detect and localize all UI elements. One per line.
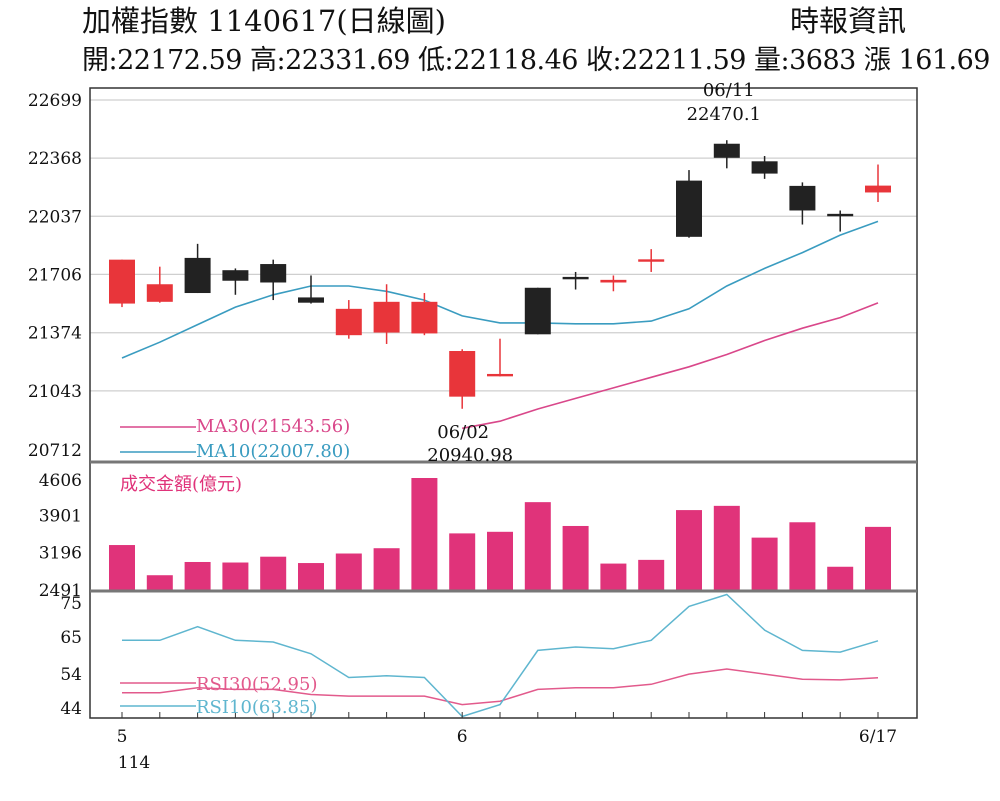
candle-body bbox=[184, 257, 211, 294]
chart-title: 加權指數 1140617(日線圖) bbox=[82, 4, 447, 38]
ma10-legend-label: MA10(22007.80) bbox=[196, 441, 350, 462]
candle-body bbox=[411, 301, 438, 334]
volume-bar bbox=[487, 531, 513, 591]
ma10-line bbox=[121, 220, 879, 359]
price-tick-label: 22037 bbox=[28, 207, 82, 227]
candle-body bbox=[298, 297, 324, 303]
volume-tick-label: 4606 bbox=[39, 471, 82, 491]
volume-bar bbox=[449, 533, 476, 591]
axis-labels: 22699 22368 22037 21706 21374 21043 20712 4606 3… bbox=[28, 80, 897, 773]
high-annotation-value: 22470.1 bbox=[687, 104, 761, 125]
price-tick-label: 21706 bbox=[28, 265, 82, 285]
volume-panel-label: 成交金額(億元) bbox=[120, 474, 242, 495]
volume-tick-label: 3196 bbox=[39, 544, 82, 564]
volume-bar bbox=[184, 561, 211, 591]
volume-bar bbox=[562, 525, 589, 591]
rsi-tick-label: 44 bbox=[60, 699, 82, 719]
volume-tick-label: 2491 bbox=[39, 581, 82, 601]
ohlc-summary: 開:22172.59 高:22331.69 低:22118.46 收:22211… bbox=[82, 45, 991, 76]
volume-bar bbox=[751, 537, 778, 591]
ma30-line bbox=[462, 302, 879, 430]
price-tick-label: 21374 bbox=[28, 324, 82, 344]
indicator-lines bbox=[121, 220, 879, 718]
price-tick-label: 22368 bbox=[28, 149, 82, 169]
rsi-tick-label: 65 bbox=[60, 628, 82, 648]
rsi10-line bbox=[122, 593, 879, 718]
candle-body bbox=[676, 180, 702, 237]
volume-bar bbox=[298, 563, 324, 591]
volume-bar bbox=[335, 553, 362, 591]
volume-bar bbox=[524, 502, 551, 591]
volume-bar bbox=[411, 478, 438, 591]
candle-body bbox=[146, 284, 173, 302]
volume-bar bbox=[600, 563, 627, 591]
price-gridlines bbox=[90, 99, 917, 392]
volume-bar bbox=[638, 559, 665, 591]
rsi-tick-label: 75 bbox=[60, 594, 82, 614]
candle-body bbox=[562, 276, 589, 280]
volume-bar bbox=[713, 505, 740, 591]
candle-body bbox=[751, 161, 778, 174]
volume-bar bbox=[146, 575, 173, 591]
candle-body bbox=[335, 308, 362, 336]
volume-bar bbox=[827, 566, 854, 591]
candle-body bbox=[449, 350, 476, 397]
source-label: 時報資訊 bbox=[790, 4, 907, 38]
high-annotation-date: 06/11 bbox=[703, 80, 755, 101]
volume-bars bbox=[109, 478, 891, 591]
volume-tick-label: 3901 bbox=[39, 506, 82, 526]
candle-body bbox=[222, 270, 249, 281]
price-tick-label: 22699 bbox=[28, 91, 82, 111]
x-sub-label: 114 bbox=[118, 753, 150, 773]
candle-body bbox=[638, 259, 665, 262]
rsi30-legend-label: RSI30(52.95) bbox=[196, 674, 317, 695]
candle-body bbox=[713, 143, 740, 158]
volume-bar bbox=[865, 526, 891, 591]
ma30-legend-label: MA30(21543.56) bbox=[196, 416, 350, 437]
candle-body bbox=[373, 301, 400, 333]
chart-frame bbox=[89, 87, 918, 719]
candle-body bbox=[109, 259, 135, 304]
low-annotation-date: 06/02 bbox=[437, 422, 489, 443]
rsi10-legend-label: RSI10(63.85) bbox=[196, 697, 317, 718]
volume-bar bbox=[373, 548, 400, 591]
candle-body bbox=[865, 185, 891, 193]
candle-body bbox=[487, 373, 513, 377]
x-tick-label: 6 bbox=[457, 727, 468, 747]
price-tick-label: 20712 bbox=[28, 441, 82, 461]
rsi30-line bbox=[122, 668, 879, 706]
volume-bar bbox=[222, 562, 249, 591]
x-tick-label: 5 bbox=[117, 727, 128, 747]
candle-body bbox=[789, 185, 816, 211]
candle-body bbox=[260, 264, 287, 283]
volume-bar bbox=[260, 556, 287, 591]
volume-bar bbox=[109, 545, 135, 591]
rsi-tick-label: 54 bbox=[60, 665, 82, 685]
volume-bar bbox=[789, 522, 816, 591]
price-tick-label: 21043 bbox=[28, 382, 82, 402]
candle-body bbox=[524, 287, 551, 335]
candle-body bbox=[600, 279, 627, 283]
x-tick-label: 6/17 bbox=[859, 727, 897, 747]
candle-body bbox=[827, 213, 854, 217]
plot-border bbox=[89, 87, 918, 719]
candlesticks bbox=[109, 140, 891, 409]
low-annotation-value: 20940.98 bbox=[427, 445, 513, 466]
volume-bar bbox=[676, 510, 702, 591]
